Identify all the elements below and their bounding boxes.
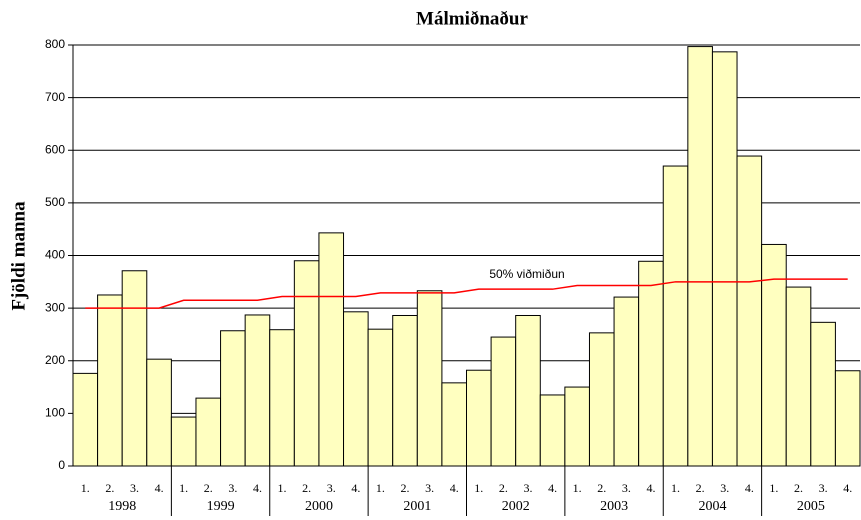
bar (293, 260, 320, 467)
bar (564, 386, 590, 467)
bar (490, 336, 517, 467)
bar (638, 260, 664, 467)
bar (416, 290, 443, 467)
bar (736, 155, 763, 467)
bar (834, 370, 861, 467)
bar (515, 314, 541, 467)
x-tick-label: 4. (548, 481, 557, 495)
x-tick-label: 2. (204, 481, 213, 495)
y-axis-label: Fjöldi manna (8, 201, 29, 311)
x-group-label: 2004 (698, 499, 726, 514)
bar (367, 328, 394, 467)
bar (687, 46, 713, 467)
bar (441, 382, 467, 467)
x-tick-label: 3. (130, 481, 139, 495)
y-tick-label: 300 (45, 300, 65, 314)
bar (195, 397, 222, 467)
bar (392, 314, 418, 467)
bar (146, 358, 172, 467)
y-tick-label: 400 (45, 248, 65, 262)
x-tick-label: 2. (302, 481, 311, 495)
x-group-label: 1999 (207, 499, 235, 514)
bar (220, 330, 246, 467)
x-tick-label: 2. (696, 481, 705, 495)
x-tick-label: 3. (327, 481, 336, 495)
y-tick-label: 800 (45, 37, 65, 51)
x-tick-label: 2. (499, 481, 508, 495)
y-tick-label: 500 (45, 195, 65, 209)
y-tick-label: 100 (45, 406, 65, 420)
bar (539, 394, 566, 467)
bar (170, 416, 197, 467)
bar (121, 270, 148, 467)
bar (711, 51, 738, 467)
x-group-label: 2005 (797, 499, 825, 514)
x-tick-label: 1. (573, 481, 582, 495)
bar (343, 311, 369, 467)
x-group-label: 2003 (600, 499, 628, 514)
reference-line (85, 278, 848, 309)
x-group-label: 2000 (305, 499, 333, 514)
x-tick-label: 4. (745, 481, 754, 495)
x-tick-label: 1. (474, 481, 483, 495)
x-tick-label: 1. (179, 481, 188, 495)
x-tick-label: 4. (253, 481, 262, 495)
x-tick-label: 1. (671, 481, 680, 495)
line-annotation: 50% viðmiðun (489, 267, 564, 281)
x-group-label: 2002 (502, 499, 530, 514)
x-tick-label: 4. (843, 481, 852, 495)
bar (269, 329, 295, 467)
x-group-label: 2001 (403, 499, 431, 514)
x-tick-label: 1. (278, 481, 287, 495)
x-tick-label: 3. (622, 481, 631, 495)
bar (785, 286, 812, 467)
bar (244, 314, 271, 467)
x-tick-label: 1. (769, 481, 778, 495)
x-tick-label: 4. (450, 481, 459, 495)
y-tick-label: 700 (45, 90, 65, 104)
bar (588, 332, 615, 467)
x-tick-label: 3. (523, 481, 532, 495)
x-tick-label: 1. (81, 481, 90, 495)
x-tick-label: 2. (105, 481, 114, 495)
x-tick-label: 4. (646, 481, 655, 495)
bar (72, 372, 99, 467)
y-tick-label: 600 (45, 142, 65, 156)
y-tick-label: 200 (45, 353, 65, 367)
x-tick-label: 2. (401, 481, 410, 495)
bar (318, 232, 345, 467)
chart-title: Málmiðnaður (416, 8, 528, 29)
x-group-label: 1998 (108, 499, 136, 514)
bar (97, 294, 123, 467)
bar (761, 243, 787, 467)
x-tick-label: 3. (720, 481, 729, 495)
bar (662, 165, 689, 467)
x-tick-label: 2. (597, 481, 606, 495)
x-tick-label: 3. (228, 481, 237, 495)
x-tick-label: 1. (376, 481, 385, 495)
x-tick-label: 4. (155, 481, 164, 495)
x-tick-label: 3. (425, 481, 434, 495)
y-tick-label: 0 (58, 458, 65, 472)
x-tick-label: 4. (351, 481, 360, 495)
x-tick-label: 3. (819, 481, 828, 495)
bar (466, 369, 492, 467)
bar (613, 296, 640, 467)
x-tick-label: 2. (794, 481, 803, 495)
bar (810, 321, 836, 467)
